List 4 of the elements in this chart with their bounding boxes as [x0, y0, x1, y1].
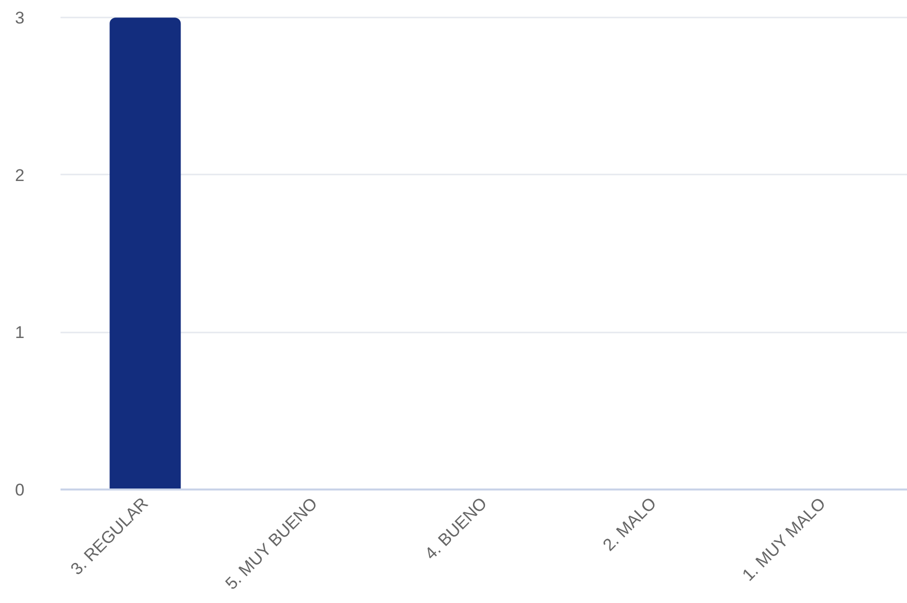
y-tick-label: 2: [15, 166, 25, 185]
y-tick-label: 3: [15, 8, 25, 28]
y-tick-label: 0: [15, 480, 25, 500]
y-tick-label: 1: [15, 323, 25, 342]
